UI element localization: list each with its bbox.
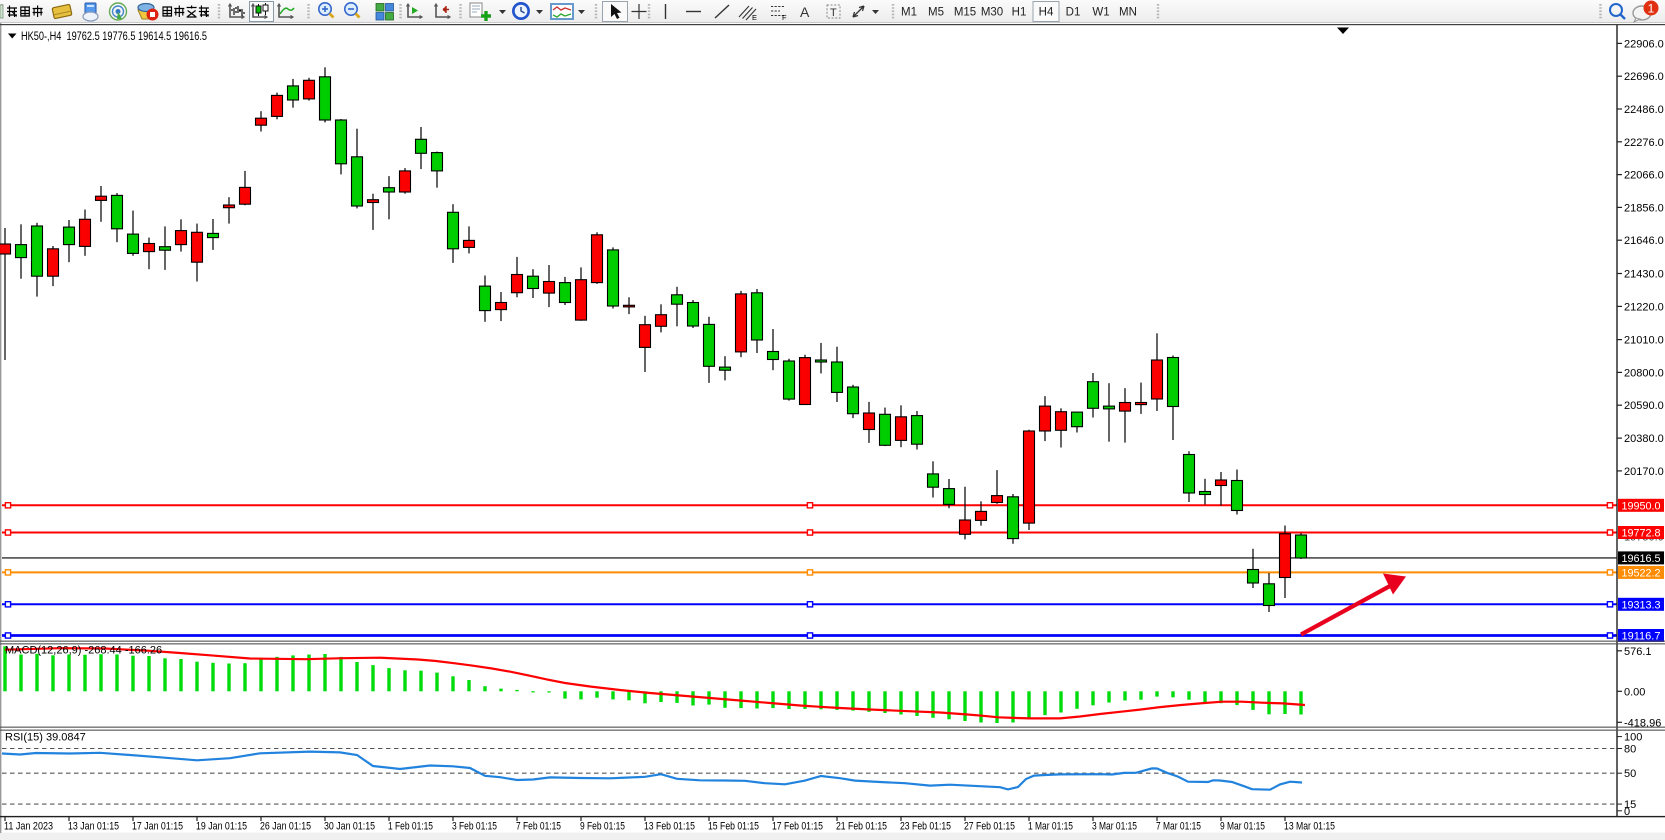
svg-text:22486.0: 22486.0 bbox=[1624, 104, 1664, 116]
svg-text:21430.0: 21430.0 bbox=[1624, 269, 1664, 281]
svg-text:A: A bbox=[800, 4, 810, 20]
svg-text:7 Mar 01:15: 7 Mar 01:15 bbox=[1156, 821, 1201, 833]
svg-text:21010.0: 21010.0 bbox=[1624, 335, 1664, 347]
svg-text:0.00: 0.00 bbox=[1624, 686, 1645, 698]
svg-text:3 Mar 01:15: 3 Mar 01:15 bbox=[1092, 821, 1137, 833]
svg-text:F: F bbox=[782, 13, 787, 22]
svg-text:22066.0: 22066.0 bbox=[1624, 170, 1664, 182]
svg-text:13 Mar 01:15: 13 Mar 01:15 bbox=[1284, 821, 1335, 833]
svg-text:T: T bbox=[830, 7, 837, 19]
svg-text:30 Jan 01:15: 30 Jan 01:15 bbox=[324, 821, 375, 833]
svg-text:D1: D1 bbox=[1066, 7, 1081, 19]
svg-text:3 Feb 01:15: 3 Feb 01:15 bbox=[452, 821, 497, 833]
svg-text:H1: H1 bbox=[1012, 7, 1027, 19]
svg-text:13 Feb 01:15: 13 Feb 01:15 bbox=[644, 821, 695, 833]
svg-text:17 Jan 01:15: 17 Jan 01:15 bbox=[132, 821, 183, 833]
svg-text:RSI(15) 39.0847: RSI(15) 39.0847 bbox=[5, 732, 86, 744]
svg-text:9 Feb 01:15: 9 Feb 01:15 bbox=[580, 821, 625, 833]
svg-text:20590.0: 20590.0 bbox=[1624, 400, 1664, 412]
svg-text:H4: H4 bbox=[1039, 7, 1054, 19]
svg-text:MN: MN bbox=[1119, 7, 1137, 19]
svg-text:W1: W1 bbox=[1092, 7, 1109, 19]
svg-text:80: 80 bbox=[1624, 744, 1636, 756]
svg-text:-418.96: -418.96 bbox=[1624, 717, 1661, 729]
svg-text:22276.0: 22276.0 bbox=[1624, 137, 1664, 149]
svg-text:19313.3: 19313.3 bbox=[1622, 599, 1661, 611]
svg-text:21 Feb 01:15: 21 Feb 01:15 bbox=[836, 821, 887, 833]
svg-text:M15: M15 bbox=[954, 7, 976, 19]
svg-text:M30: M30 bbox=[981, 7, 1003, 19]
svg-text:0: 0 bbox=[1624, 806, 1630, 818]
svg-text:21856.0: 21856.0 bbox=[1624, 202, 1664, 214]
svg-text:1: 1 bbox=[1648, 2, 1655, 16]
svg-text:22906.0: 22906.0 bbox=[1624, 38, 1664, 50]
svg-text:19522.2: 19522.2 bbox=[1622, 567, 1661, 579]
svg-text:15 Feb 01:15: 15 Feb 01:15 bbox=[708, 821, 759, 833]
svg-text:20800.0: 20800.0 bbox=[1624, 367, 1664, 379]
svg-text:19116.7: 19116.7 bbox=[1622, 631, 1661, 643]
svg-text:19616.5: 19616.5 bbox=[1622, 553, 1661, 565]
svg-text:15: 15 bbox=[1624, 799, 1636, 811]
svg-text:19950.0: 19950.0 bbox=[1622, 500, 1661, 512]
svg-text:19 Jan 01:15: 19 Jan 01:15 bbox=[196, 821, 247, 833]
svg-text:27 Feb 01:15: 27 Feb 01:15 bbox=[964, 821, 1015, 833]
svg-text:22696.0: 22696.0 bbox=[1624, 71, 1664, 83]
svg-text:23 Feb 01:15: 23 Feb 01:15 bbox=[900, 821, 951, 833]
svg-text:50: 50 bbox=[1624, 768, 1636, 780]
svg-text:1 Mar 01:15: 1 Mar 01:15 bbox=[1028, 821, 1073, 833]
svg-text:7 Feb 01:15: 7 Feb 01:15 bbox=[516, 821, 561, 833]
svg-text:20170.0: 20170.0 bbox=[1624, 466, 1664, 478]
svg-text:19772.8: 19772.8 bbox=[1622, 528, 1661, 540]
svg-text:9 Mar 01:15: 9 Mar 01:15 bbox=[1220, 821, 1265, 833]
svg-text:17 Feb 01:15: 17 Feb 01:15 bbox=[772, 821, 823, 833]
svg-text:M1: M1 bbox=[901, 7, 917, 19]
svg-text:HK50-,H4 19762.5 19776.5 1961: HK50-,H4 19762.5 19776.5 19614.5 19616.5 bbox=[21, 31, 207, 43]
svg-text:20380.0: 20380.0 bbox=[1624, 433, 1664, 445]
svg-text:11 Jan 2023: 11 Jan 2023 bbox=[4, 821, 53, 833]
svg-text:576.1: 576.1 bbox=[1624, 646, 1652, 658]
svg-text:100: 100 bbox=[1624, 732, 1642, 744]
svg-text:21220.0: 21220.0 bbox=[1624, 301, 1664, 313]
svg-text:E: E bbox=[752, 13, 757, 22]
svg-text:26 Jan 01:15: 26 Jan 01:15 bbox=[260, 821, 311, 833]
svg-text:MACD(12,26,9) -268.44 -166.26: MACD(12,26,9) -268.44 -166.26 bbox=[5, 645, 162, 657]
svg-text:21646.0: 21646.0 bbox=[1624, 235, 1664, 247]
svg-text:1 Feb 01:15: 1 Feb 01:15 bbox=[388, 821, 433, 833]
svg-text:M5: M5 bbox=[928, 7, 944, 19]
svg-text:13 Jan 01:15: 13 Jan 01:15 bbox=[68, 821, 119, 833]
